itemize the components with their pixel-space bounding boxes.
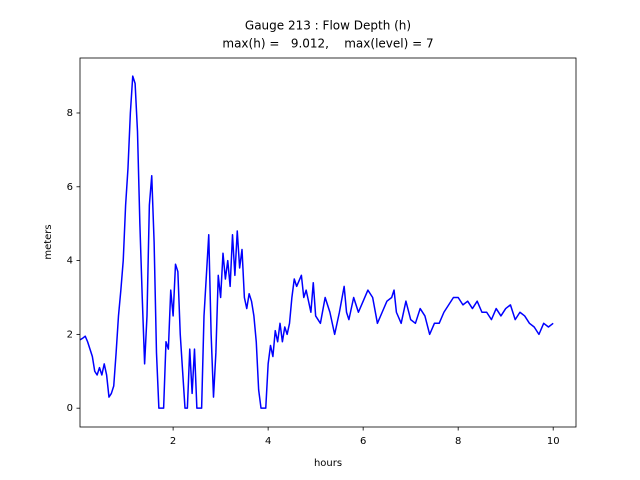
data-line <box>79 75 554 409</box>
x-axis-label: hours <box>314 458 342 469</box>
x-tick-label: 8 <box>455 436 461 447</box>
y-tick-label: 6 <box>67 182 73 193</box>
y-tick-label: 2 <box>67 329 73 340</box>
y-tick-label: 4 <box>67 256 73 267</box>
chart-subtitle: max(h) = 9.012, max(level) = 7 <box>222 37 433 51</box>
x-tick-label: 4 <box>265 436 271 447</box>
axes-frame <box>79 57 577 428</box>
x-tick-label: 10 <box>547 436 560 447</box>
y-tick-label: 0 <box>67 403 73 414</box>
x-tick-label: 2 <box>170 436 176 447</box>
x-tick-label: 6 <box>360 436 366 447</box>
y-axis-label: meters <box>43 224 54 259</box>
y-tick-label: 8 <box>67 108 73 119</box>
chart-title: Gauge 213 : Flow Depth (h) <box>245 19 411 33</box>
plot-area <box>79 75 554 409</box>
